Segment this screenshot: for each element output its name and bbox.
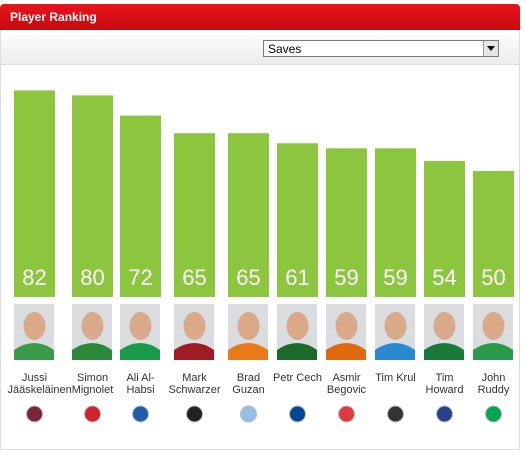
value-label: 65 — [182, 265, 206, 290]
value-label: 82 — [22, 265, 46, 290]
bar — [72, 95, 113, 298]
bar — [14, 90, 55, 297]
player-face — [335, 312, 358, 340]
header: Player Ranking — [0, 4, 520, 30]
title: Player Ranking — [10, 10, 97, 24]
club-badge — [186, 405, 203, 423]
bar — [326, 148, 367, 297]
player-shirt — [174, 343, 214, 360]
value-label: 72 — [128, 265, 152, 290]
player-face — [183, 312, 206, 340]
player-face — [433, 312, 456, 340]
bar — [375, 148, 416, 297]
value-label: 50 — [481, 265, 505, 290]
value-label: 59 — [383, 265, 407, 290]
player-shirt — [72, 343, 112, 360]
club-badge — [485, 405, 502, 423]
bar — [424, 160, 465, 297]
player-face — [23, 312, 46, 340]
player-name: Tim Krul — [375, 372, 416, 384]
player-shirt — [14, 343, 54, 360]
player-shirt — [326, 343, 366, 360]
player-name: Simon Mignolet — [71, 372, 114, 396]
player-name: Petr Cech — [273, 372, 322, 384]
dropdown-value: Saves — [268, 42, 302, 56]
club-badge — [84, 405, 101, 423]
bar — [228, 133, 269, 297]
stat-dropdown[interactable]: Saves — [263, 40, 499, 57]
player-shirt — [120, 343, 160, 360]
player-face — [286, 312, 309, 340]
player-name: Asmir Begovic — [326, 372, 367, 396]
value-label: 59 — [334, 265, 358, 290]
club-badge — [289, 405, 306, 423]
player-name: Tim Howard — [425, 372, 464, 396]
bar — [473, 171, 514, 297]
chart-panel — [0, 65, 520, 450]
player-shirt — [424, 343, 464, 360]
player-shirt — [228, 343, 268, 360]
player-face — [237, 312, 260, 340]
value-label: 65 — [236, 265, 260, 290]
club-badge — [132, 405, 149, 423]
club-badge — [338, 405, 355, 423]
player-name: John Ruddy — [477, 372, 510, 396]
player-name: Jussi Jääskeläinen — [7, 372, 72, 396]
player-face — [81, 312, 104, 340]
bar — [120, 115, 161, 297]
player-name: Mark Schwarzer — [168, 372, 221, 396]
bar — [277, 143, 318, 297]
club-badge — [436, 405, 453, 423]
value-label: 80 — [80, 265, 104, 290]
player-face — [482, 312, 505, 340]
player-face — [384, 312, 407, 340]
player-name: Ali Al-Habsi — [126, 372, 155, 396]
value-label: 54 — [432, 265, 456, 290]
player-shirt — [277, 343, 317, 360]
player-face — [129, 312, 152, 340]
player-shirt — [473, 343, 513, 360]
player-name: Brad Guzan — [232, 372, 265, 396]
dropdown-arrow[interactable] — [483, 41, 498, 56]
player-shirt — [375, 343, 415, 360]
value-label: 61 — [285, 265, 309, 290]
club-badge — [240, 405, 257, 423]
club-badge — [387, 405, 404, 423]
bar — [174, 133, 215, 297]
club-badge — [26, 405, 43, 423]
